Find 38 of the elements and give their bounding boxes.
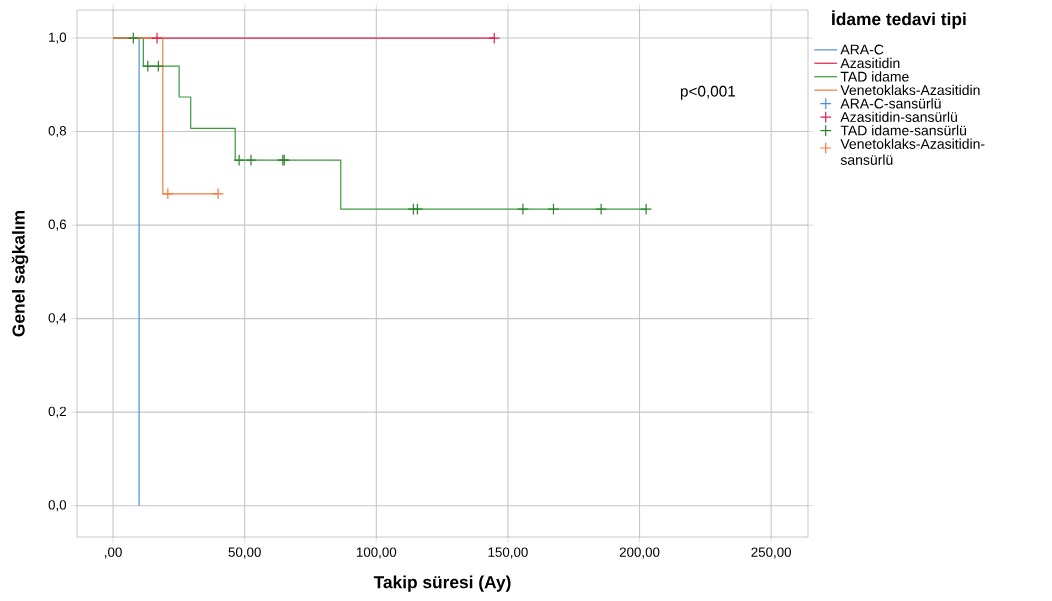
legend-label: Azasitidin (840, 57, 900, 69)
y-tick-label: 0,8 (48, 126, 67, 138)
x-tick-label: 50,00 (228, 547, 261, 559)
x-tick-label: ,00 (104, 547, 122, 559)
point (640, 203, 653, 216)
point (516, 203, 529, 216)
point (141, 60, 154, 73)
point (233, 154, 246, 167)
point (161, 187, 174, 200)
point (595, 203, 608, 216)
legend-title: İdame tedavi tipi (832, 10, 966, 29)
point (151, 32, 163, 44)
point (127, 32, 140, 44)
y-tick-label: 1,0 (49, 32, 67, 44)
x-axis-title: Takip süresi (Ay) (373, 575, 511, 592)
legend-label: Venetoklaks-Azasitidin-sansürlü (840, 138, 985, 165)
y-tick-label: 0,6 (48, 219, 67, 231)
point (411, 203, 424, 216)
x-tick-label: 250,00 (751, 547, 792, 559)
point (488, 32, 501, 44)
legend-label: ARA-C-sansürlü (840, 98, 941, 109)
point (547, 203, 560, 216)
x-tick-label: 100,00 (356, 547, 397, 559)
point (245, 154, 257, 167)
x-tick-label: 200,00 (619, 547, 660, 559)
legend-label: TAD idame (840, 71, 909, 82)
y-tick-label: 0,4 (48, 313, 67, 325)
y-tick-label: 0,0 (48, 500, 67, 512)
legend-label: Venetoklaks-Azasitidin (840, 84, 980, 96)
y-tick-label: 0,2 (48, 406, 66, 418)
legend-label: TAD idame-sansürlü (840, 125, 967, 136)
legend-label: ARA-C (840, 44, 884, 55)
point (152, 60, 165, 73)
point (212, 187, 225, 200)
y-axis-title: Genel sağkalım (11, 211, 29, 337)
annotation: p<0,001 (680, 85, 736, 100)
x-tick-label: 150,00 (488, 547, 528, 559)
legend-label: Azasitidin-sansürlü (840, 111, 957, 122)
